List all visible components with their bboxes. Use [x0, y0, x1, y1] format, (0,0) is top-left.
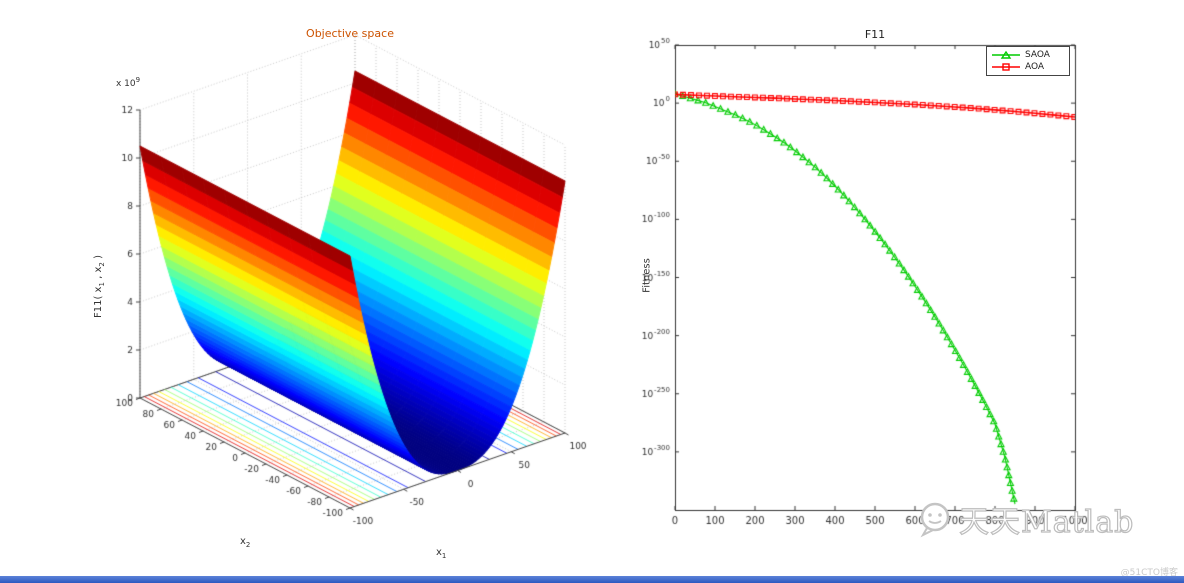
legend-label-saoa: SAOA [1025, 50, 1050, 60]
x2-axis-label: x2 [240, 536, 251, 549]
surface-plot-title: Objective space [306, 27, 394, 40]
legend-item-aoa: AOA [991, 62, 1065, 72]
z-axis-exponent-label: x 109 [116, 76, 140, 89]
aoa-line-square-marker-icon [992, 63, 1020, 71]
legend-item-saoa: SAOA [991, 50, 1065, 60]
saoa-line-triangle-marker-icon [992, 50, 1020, 59]
chat-face-icon [920, 502, 950, 538]
watermark: 天天Matlab [916, 497, 1134, 541]
surface-plot-canvas [0, 0, 600, 583]
convergence-plot-title: F11 [864, 28, 886, 41]
watermark-text: 天天Matlab [958, 504, 1135, 540]
z-exponent-power: 9 [135, 76, 141, 84]
legend-box: SAOA AOA [986, 46, 1070, 76]
bottom-bar [0, 576, 1184, 583]
convergence-plot-canvas [600, 0, 1184, 583]
fitness-axis-label: Fitness [641, 258, 653, 293]
z-exponent-base: x 10 [116, 79, 136, 89]
z-axis-label: F11( x1 , x2 ) [93, 255, 106, 318]
legend-label-aoa: AOA [1025, 62, 1045, 72]
credit-text: @51CTO博客 [1120, 568, 1178, 578]
x1-axis-label: x1 [436, 547, 447, 560]
